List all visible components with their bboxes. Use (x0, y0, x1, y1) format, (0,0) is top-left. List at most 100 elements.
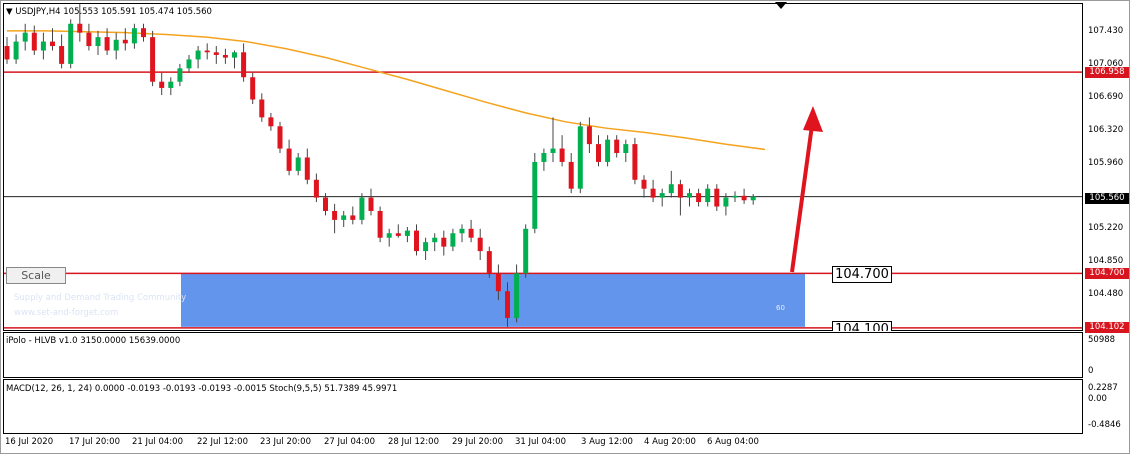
bear-candle (323, 197, 328, 211)
bull-candle (131, 28, 137, 44)
bear-candle (414, 230, 419, 252)
bull-candle (723, 197, 729, 207)
macd-axis-bottom: -0.4846 (1088, 420, 1121, 430)
bull-candle (195, 50, 201, 60)
symbol-header: ▼ USDJPY,H4 105.553 105.591 105.474 105.… (6, 7, 212, 17)
time-label: 21 Jul 04:00 (132, 437, 183, 447)
bull-candle (404, 230, 410, 236)
bull-candle (532, 161, 538, 229)
macd-indicator-pane[interactable] (3, 379, 1083, 434)
target-arrow-head (803, 106, 823, 132)
volume-indicator-pane[interactable] (3, 332, 1083, 378)
bull-candle (168, 81, 174, 88)
price-tick: 104.850 (1088, 256, 1124, 266)
bear-candle (632, 144, 638, 180)
price-tick: 104.480 (1088, 289, 1124, 299)
bear-candle (250, 77, 256, 100)
bear-candle (159, 81, 165, 88)
bull-candle (687, 193, 692, 198)
zone-bottom-level-label: 104.102 (1085, 322, 1129, 333)
resistance-level-label: 106.958 (1085, 67, 1129, 78)
bull-candle (295, 157, 301, 171)
bear-candle (505, 291, 510, 318)
bear-candle (222, 54, 228, 58)
macd-axis-zero: 0.00 (1088, 394, 1107, 404)
time-label: 3 Aug 12:00 (581, 437, 633, 447)
bear-candle (77, 23, 83, 33)
time-label: 27 Jul 04:00 (324, 437, 375, 447)
bull-candle (232, 52, 237, 58)
price-tick: 106.690 (1088, 92, 1124, 102)
price-tick: 107.430 (1088, 26, 1124, 36)
bear-candle (395, 233, 401, 236)
bear-candle (741, 195, 747, 201)
chart-menu-triangle-icon[interactable]: ▼ (6, 7, 13, 17)
bear-candle (350, 215, 356, 220)
bear-candle (259, 99, 265, 118)
bear-candle (268, 117, 274, 127)
bear-candle (4, 46, 10, 60)
bear-candle (150, 37, 156, 82)
bear-candle (477, 237, 483, 252)
macd-indicator-title: MACD(12, 26, 1, 24) 0.0000 -0.0193 -0.01… (6, 384, 398, 394)
bear-candle (241, 52, 247, 78)
bull-candle (386, 233, 392, 238)
volume-axis-top: 50988 (1088, 335, 1116, 345)
time-label: 16 Jul 2020 (5, 437, 54, 447)
time-label: 4 Aug 20:00 (644, 437, 696, 447)
bear-candle (614, 139, 620, 154)
bull-candle (68, 23, 74, 64)
bear-candle (59, 46, 65, 64)
volume-axis-bottom: 0 (1088, 366, 1094, 376)
chart-shift-marker-icon[interactable] (775, 2, 787, 9)
time-label: 31 Jul 04:00 (515, 437, 566, 447)
bull-candle (432, 237, 438, 243)
bear-candle (213, 52, 219, 55)
symbol-header-text: USDJPY,H4 105.553 105.591 105.474 105.56… (15, 7, 212, 17)
bear-candle (313, 179, 319, 198)
bear-candle (596, 144, 601, 162)
bear-candle (304, 157, 310, 180)
bear-candle (332, 210, 338, 220)
bear-candle (122, 39, 128, 44)
bear-candle (696, 193, 702, 203)
bull-candle (668, 184, 674, 194)
bear-candle (86, 32, 92, 47)
bear-candle (568, 161, 574, 189)
bull-candle (450, 233, 456, 247)
time-label: 22 Jul 12:00 (197, 437, 248, 447)
current-price-label: 105.560 (1085, 193, 1129, 204)
bear-candle (368, 197, 374, 211)
bull-candle (13, 41, 19, 60)
watermark-url: www.set-and-forget.com (14, 308, 119, 318)
bear-candle (277, 126, 283, 149)
scale-button[interactable]: Scale (6, 267, 66, 284)
bear-candle (650, 188, 656, 198)
bear-candle (714, 188, 720, 207)
bull-candle (22, 32, 28, 42)
bull-candle (113, 39, 119, 51)
bear-candle (377, 210, 383, 238)
time-label: 17 Jul 20:00 (69, 437, 120, 447)
bull-candle (732, 195, 738, 198)
bull-candle (623, 144, 629, 154)
bull-candle (177, 68, 183, 82)
bear-candle (559, 148, 565, 162)
bull-candle (40, 41, 46, 51)
bear-candle (468, 228, 474, 238)
bull-candle (577, 126, 583, 189)
price-tick: 105.960 (1088, 158, 1124, 168)
volume-indicator-title: iPolo - HLVB v1.0 3150.0000 15639.0000 (6, 336, 181, 346)
bull-candle (186, 59, 192, 69)
target-arrow-shaft (790, 117, 815, 273)
time-label: 28 Jul 12:00 (388, 437, 439, 447)
price-tick: 107.060 (1088, 59, 1124, 69)
watermark-text: Supply and Demand Trading Community (14, 293, 187, 303)
bull-candle (705, 188, 711, 203)
zone-value-label: 60 (776, 304, 785, 312)
time-label: 6 Aug 04:00 (707, 437, 759, 447)
bull-candle (605, 139, 611, 162)
bear-candle (495, 273, 501, 292)
bull-candle (95, 37, 101, 47)
